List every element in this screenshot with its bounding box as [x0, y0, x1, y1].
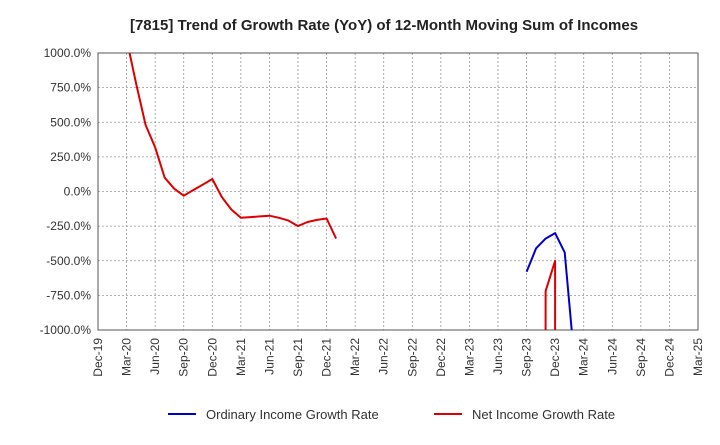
y-tick-label: 0.0% — [64, 185, 92, 199]
x-tick-label: Jun-21 — [262, 338, 276, 375]
x-tick-label: Dec-24 — [662, 338, 676, 377]
x-tick-label: Dec-22 — [434, 338, 448, 377]
legend: Ordinary Income Growth Rate Net Income Gr… — [168, 407, 615, 422]
x-tick-label: Jun-20 — [148, 338, 162, 375]
x-tick-label: Sep-24 — [634, 338, 648, 377]
x-tick-label: Mar-21 — [234, 338, 248, 376]
legend-label-2: Net Income Growth Rate — [472, 407, 615, 422]
x-tick-label: Dec-19 — [91, 338, 105, 377]
y-tick-label: -1000.0% — [40, 323, 92, 337]
y-tick-label: 1000.0% — [44, 46, 92, 60]
x-tick-label: Mar-22 — [348, 338, 362, 376]
x-tick-label: Dec-21 — [320, 338, 334, 377]
x-tick-label: Dec-20 — [205, 338, 219, 377]
x-tick-label: Sep-22 — [405, 338, 419, 377]
series-layer — [128, 53, 573, 330]
x-tick-label: Mar-24 — [577, 338, 591, 376]
x-tick-label: Sep-23 — [520, 338, 534, 377]
y-tick-label: -750.0% — [46, 288, 91, 302]
legend-label-1: Ordinary Income Growth Rate — [206, 407, 379, 422]
y-tick-label: -250.0% — [46, 219, 91, 233]
x-axis: Dec-19 Mar-20 Jun-20 Sep-20 Dec-20 Mar-21 Jun-… — [91, 338, 705, 377]
x-tick-label: Jun-23 — [491, 338, 505, 375]
x-tick-label: Mar-23 — [462, 338, 476, 376]
series-line-2 — [128, 53, 557, 330]
chart-title: [7815] Trend of Growth Rate (YoY) of 12-… — [130, 17, 638, 34]
x-tick-label: Jun-22 — [377, 338, 391, 375]
y-axis: 1000.0% 750.0% 500.0% 250.0% 0.0% -250.0% -500… — [40, 46, 92, 337]
plot-frame — [97, 52, 699, 331]
series-line-1 — [525, 232, 573, 330]
grid-layer — [97, 52, 699, 331]
x-tick-label: Mar-25 — [691, 338, 705, 376]
y-tick-label: 500.0% — [50, 115, 91, 129]
y-tick-label: -500.0% — [46, 254, 91, 268]
x-tick-label: Dec-23 — [548, 338, 562, 377]
x-tick-label: Jun-24 — [605, 338, 619, 375]
x-tick-label: Sep-20 — [177, 338, 191, 377]
y-tick-label: 250.0% — [50, 150, 91, 164]
x-tick-label: Sep-21 — [291, 338, 305, 377]
x-tick-label: Mar-20 — [120, 338, 134, 376]
y-tick-label: 750.0% — [50, 81, 91, 95]
series-group — [128, 53, 573, 330]
